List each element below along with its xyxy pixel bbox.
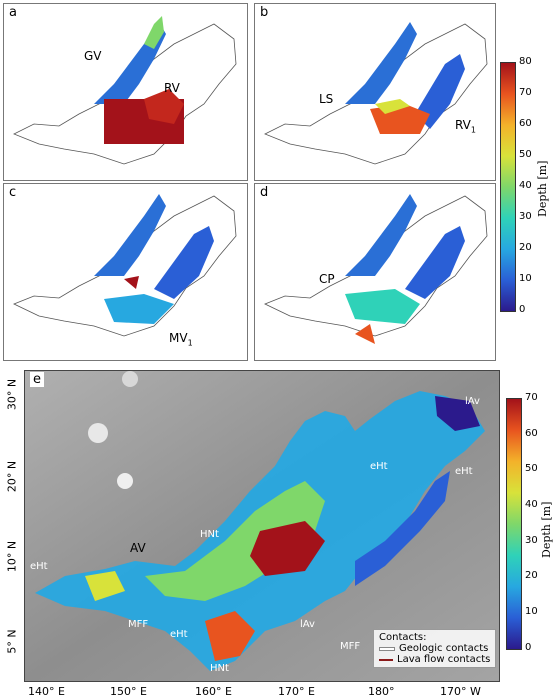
colorbar-tick: 60: [525, 428, 538, 439]
flow-red-2: [144, 89, 184, 124]
panel-b-map: [264, 22, 488, 165]
colorbar-tick: 30: [525, 535, 538, 546]
unit-label: lAv: [465, 396, 480, 407]
colorbar-tick: 30: [519, 211, 532, 222]
panel-a: a GV RV: [3, 3, 248, 181]
flow-red: [250, 521, 325, 576]
legend-swatch: [379, 646, 395, 651]
crater: [88, 423, 108, 443]
panel-a-map: [13, 16, 237, 165]
annotation-av: AV: [130, 541, 146, 555]
region-outline: [13, 195, 237, 337]
colorbar-tick: 40: [519, 180, 532, 191]
panel-c-map: [13, 194, 237, 337]
flow-purple: [435, 396, 480, 431]
annotation-gv: GV: [84, 49, 102, 63]
unit-label: HNt: [210, 663, 229, 674]
flow-blue: [94, 194, 166, 276]
flow-yellow: [85, 571, 125, 601]
flow-green: [145, 481, 325, 601]
lon-label: 160° E: [195, 685, 232, 698]
panel-label: e: [30, 372, 44, 387]
flow-red: [124, 276, 139, 289]
annotation-rv1: RV1: [455, 118, 476, 135]
panel-b: b LS RV1: [254, 3, 496, 181]
region-outline: [264, 23, 488, 165]
legend-swatch: [379, 658, 393, 661]
unit-label: MFF: [340, 641, 361, 652]
flow-blue-east: [154, 226, 214, 299]
unit-label: MFF: [128, 619, 149, 630]
colorbar-gradient: [500, 62, 516, 312]
panel-label: b: [260, 5, 269, 20]
flow-yellow: [375, 99, 410, 114]
lat-label: 10° N: [5, 540, 19, 573]
unit-label: eHt: [455, 466, 473, 477]
panel-label: c: [9, 185, 17, 200]
flow-blue: [345, 194, 417, 276]
flow-blue: [345, 22, 417, 104]
flow-green: [144, 16, 164, 49]
colorbar-tick: 40: [525, 499, 538, 510]
lon-label: 140° E: [28, 685, 65, 698]
lon-label: 150° E: [110, 685, 147, 698]
flow-orange: [205, 611, 255, 661]
unit-label: eHt: [30, 561, 48, 572]
lon-label: 180°: [368, 685, 395, 698]
colorbar-tick: 70: [525, 392, 538, 403]
unit-label: lAv: [300, 619, 315, 630]
annotation-cp: CP: [319, 272, 335, 286]
colorbar-title: Depth [m]: [540, 501, 553, 558]
lat-label: 30° N: [5, 378, 19, 411]
lon-label: 170° W: [440, 685, 481, 698]
colorbar-tick: 60: [519, 118, 532, 129]
colorbar-tick: 0: [519, 304, 526, 315]
colorbar-tick: 20: [525, 570, 538, 581]
region-outline: [13, 23, 237, 165]
unit-label: HNt: [200, 529, 219, 540]
legend-label: Lava flow contacts: [397, 654, 491, 665]
colorbar-tick: 20: [519, 242, 532, 253]
annotation-rv: RV: [164, 81, 180, 95]
colorbar-tick: 70: [519, 87, 532, 98]
flow-darkblue: [355, 471, 450, 586]
legend-title: Contacts:: [379, 632, 427, 643]
unit-label: eHt: [170, 629, 188, 640]
crater: [117, 473, 133, 489]
legend-item-lava: Lava flow contacts: [379, 654, 490, 665]
colorbar-tick: 10: [525, 606, 538, 617]
colorbar-tick: 80: [519, 56, 532, 67]
panel-c: c MV1: [3, 183, 248, 361]
colorbar-title: Depth [m]: [536, 160, 549, 217]
unit-label: eHt: [370, 461, 388, 472]
colorbar-tick: 50: [525, 463, 538, 474]
panel-label: a: [9, 5, 17, 20]
lat-label: 20° N: [5, 460, 19, 493]
legend-label: Geologic contacts: [399, 643, 489, 654]
flow-red: [355, 324, 375, 344]
flow-teal: [345, 289, 420, 324]
flow-cyan: [104, 294, 174, 324]
map-legend: Contacts: Geologic contacts Lava flow co…: [373, 629, 497, 668]
panel-e: e lAv eHt eHt HNt AV eHt MFF eHt lAv MFF…: [24, 370, 500, 682]
crater: [122, 371, 138, 387]
colorbar-top: 80 70 60 50 40 30 20 10 0 Depth [m]: [500, 56, 550, 315]
panel-e-map: [25, 371, 499, 681]
colorbar-bottom: 70 60 50 40 30 20 10 0 Depth [m]: [506, 392, 553, 653]
colorbar-tick: 50: [519, 149, 532, 160]
legend-item-geologic: Geologic contacts: [379, 643, 490, 654]
colorbar-gradient: [506, 398, 522, 650]
flow-blue-east: [415, 54, 465, 129]
annotation-ls: LS: [319, 92, 334, 106]
lat-label: 5° N: [5, 629, 19, 654]
colorbar-tick: 0: [525, 642, 532, 653]
panel-d-map: [264, 194, 488, 344]
flow-blue-east: [405, 226, 465, 299]
annotation-mv1: MV1: [169, 331, 193, 348]
panel-label: d: [260, 185, 269, 200]
lon-label: 170° E: [278, 685, 315, 698]
colorbar-tick: 10: [519, 273, 532, 284]
panel-d: d CP: [254, 183, 496, 361]
